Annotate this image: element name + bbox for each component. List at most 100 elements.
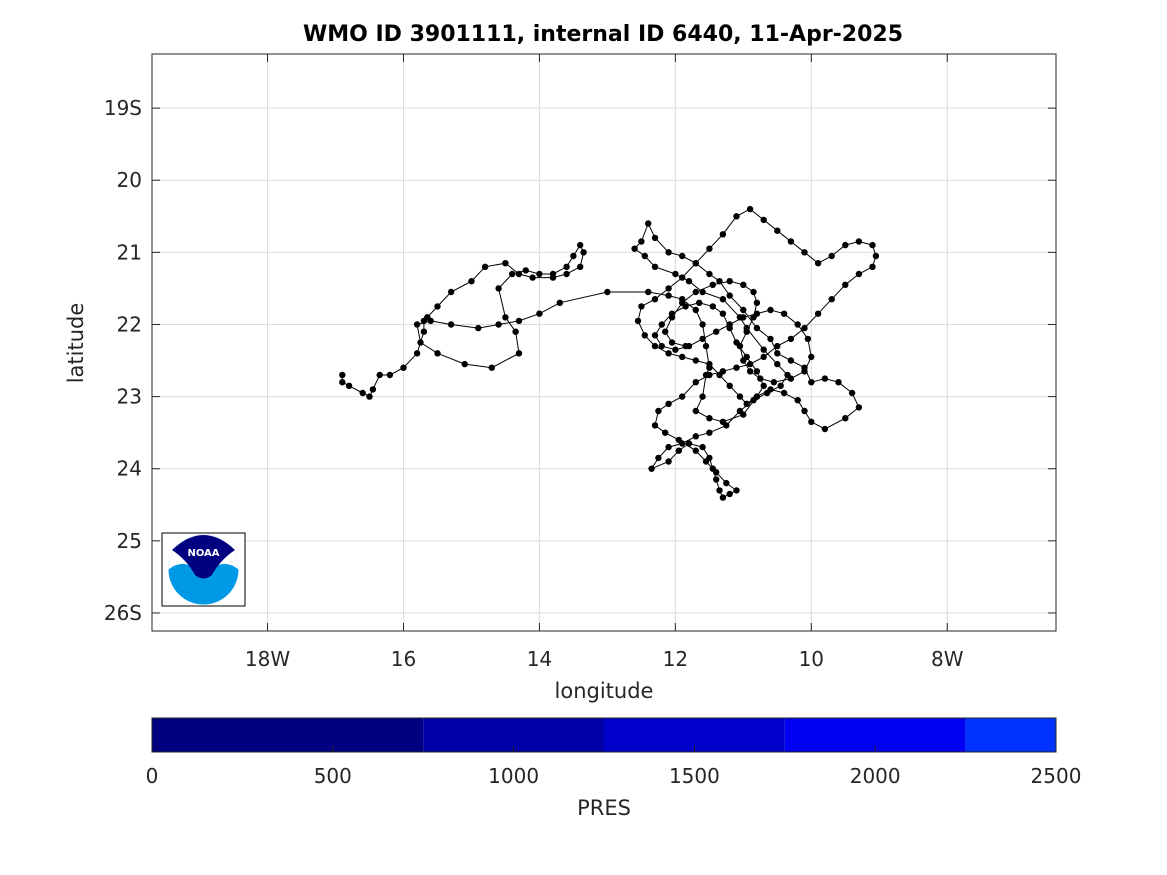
profile-point [828,296,835,303]
profile-point [801,407,808,415]
profile-point [692,357,699,364]
profile-point [447,288,455,296]
profile-point [675,436,682,444]
profile-point [842,241,849,249]
profile-point [702,458,710,465]
profile-point [842,281,849,288]
profile-point [488,364,495,371]
profile-point [536,310,543,317]
profile-point [719,231,727,238]
profile-point [515,317,523,325]
profile-point [760,216,767,224]
profile-point [814,310,822,317]
profile-point [814,260,822,267]
profile-point [733,364,740,371]
profile-point [774,350,781,357]
profile-point [651,263,659,270]
profile-point [726,321,733,328]
profile-point [733,213,740,220]
profile-point [767,306,774,314]
profile-point [369,386,377,393]
profile-point [723,422,730,429]
profile-point [842,415,849,422]
profile-point [685,278,693,285]
profile-point [529,274,536,281]
profile-point [665,350,672,357]
plot-frame [151,53,1057,632]
profile-point [502,314,509,321]
profile-point [709,303,716,310]
profile-point [777,382,784,389]
profile-point [716,371,723,379]
chart-title: WMO ID 3901111, internal ID 6440, 11-Apr… [303,22,903,47]
profile-point [651,342,659,350]
profile-point [750,288,757,296]
profile-point [580,249,587,256]
colorbar-tick-label: 2000 [850,764,901,788]
profile-point [699,321,706,328]
profile-point [658,342,665,350]
grid-lines [152,54,1056,631]
profile-point [549,270,557,278]
profile-point [736,342,744,350]
y-tick-label: 22 [117,312,142,336]
profile-point [638,303,645,310]
profile-point [556,299,563,306]
profile-point [774,342,781,350]
profile-point [719,296,727,303]
profile-point [787,357,795,364]
profile-point [672,346,679,353]
profile-point [359,389,366,397]
profile-point [536,270,543,278]
profile-point [339,371,346,379]
profile-point [713,476,720,483]
profile-point [726,292,733,299]
profile-point [420,328,428,335]
profile-point [692,407,699,415]
profile-point [339,379,346,386]
profile-point [713,469,720,476]
profile-point [634,317,642,325]
profile-point [736,393,744,400]
profile-point [746,368,754,375]
profile-point [801,368,808,375]
profile-point [386,371,394,379]
y-tick-label: 20 [117,168,142,192]
profile-point [645,288,652,296]
profile-point [655,407,662,415]
profile-point [746,205,754,213]
profile-point [760,353,767,361]
profile-point [376,371,383,379]
profile-point [648,465,655,472]
x-tick-label: 14 [527,647,552,671]
profile-point [848,389,856,397]
profile-point [577,241,584,249]
profile-point [855,238,863,245]
profile-point [345,382,353,389]
profile-point [787,375,795,382]
profile-point [699,393,706,400]
profile-point [821,425,829,433]
profile-point [366,393,373,400]
profile-point [723,479,730,487]
profile-point [743,400,750,407]
profile-point [563,270,570,278]
profile-point [706,429,713,436]
profile-point [702,342,710,350]
profile-point [855,270,863,278]
profile-point [638,238,645,245]
profile-point [515,350,523,357]
profile-point [641,252,648,260]
profile-point [760,346,767,353]
profile-point [743,328,750,335]
y-tick-label: 26S [104,601,142,625]
profile-point [740,306,747,314]
x-tick-label: 8W [931,647,964,671]
profile-point [699,443,706,451]
profile-point [641,332,648,339]
colorbar-frame [151,717,1057,753]
profile-point [736,407,744,415]
profile-point [563,263,570,270]
profile-point [787,335,795,343]
